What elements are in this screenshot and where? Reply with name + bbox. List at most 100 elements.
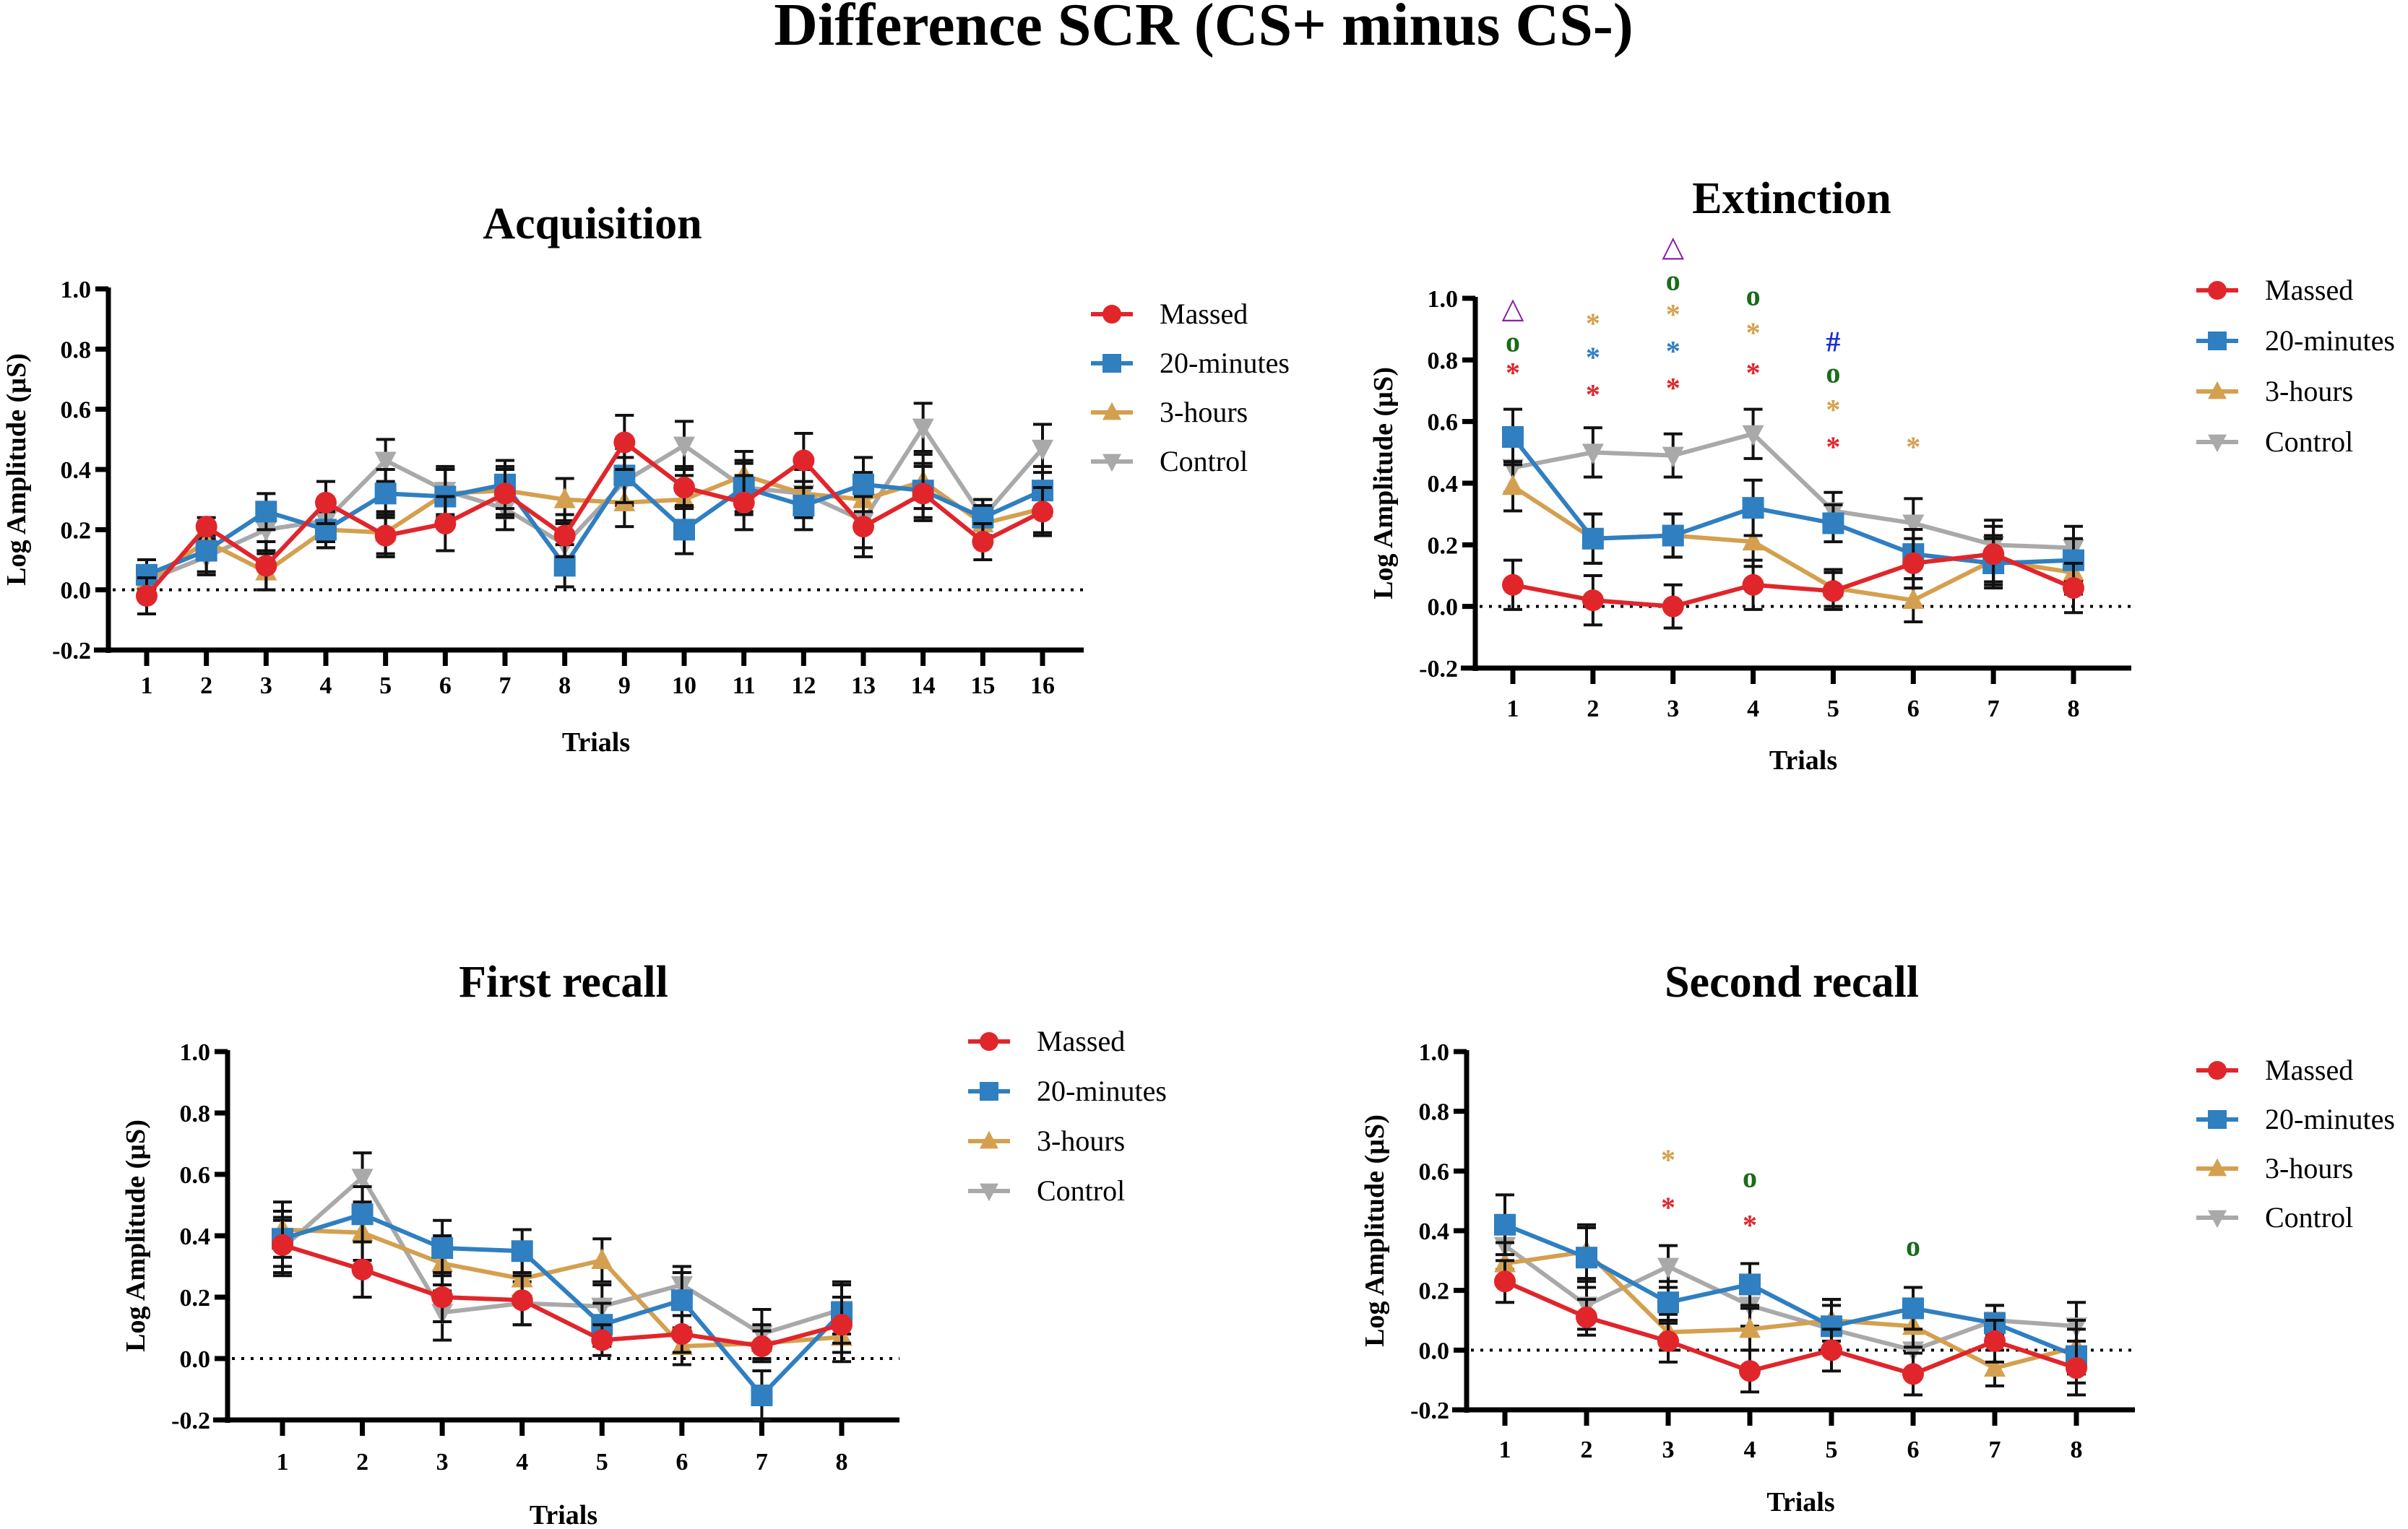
significance-marker: *	[1666, 298, 1680, 330]
data-point	[1657, 1291, 1679, 1314]
data-point	[255, 521, 277, 542]
data-point	[431, 1237, 454, 1259]
data-point	[751, 1385, 773, 1406]
data-point	[1822, 580, 1844, 602]
significance-marker: o	[1743, 1161, 1757, 1194]
data-point	[1742, 497, 1764, 519]
y-tick-label: 0.2	[1428, 532, 1459, 559]
y-tick-label: 0.4	[180, 1223, 211, 1250]
legend: Massed 20-minutes 3-hours Control	[968, 1025, 1167, 1207]
series-massed	[136, 414, 1053, 615]
data-point	[1982, 543, 2005, 566]
data-point	[1662, 595, 1684, 618]
x-tick-label: 13	[851, 672, 876, 699]
data-point	[1502, 573, 1524, 596]
legend-entry: 3-hours	[2196, 1152, 2353, 1184]
x-tick-label: 4	[1744, 1437, 1756, 1463]
x-tick-label: 6	[1907, 1437, 1920, 1463]
legend-label: 3-hours	[1160, 396, 1248, 428]
significance-marker: *	[1586, 307, 1600, 339]
data-point	[751, 1335, 773, 1357]
x-tick-label: 1	[141, 672, 153, 699]
series-control	[272, 1151, 853, 1360]
data-point	[374, 482, 397, 505]
y-axis-label: Log Amplitude (µS)	[1, 353, 32, 586]
legend-label: Control	[1160, 445, 1248, 477]
x-tick-label: 16	[1030, 672, 1055, 699]
legend-marker	[2208, 1210, 2227, 1229]
legend-label: Massed	[1160, 298, 1248, 330]
legend-marker	[2208, 1158, 2227, 1177]
significance-marker: *	[1746, 356, 1761, 389]
data-point	[972, 531, 994, 553]
x-tick-label: 1	[277, 1449, 289, 1476]
legend-marker	[980, 1183, 998, 1202]
significance-marker: *	[1661, 1191, 1675, 1223]
panel-extinction: Extinction -0.2 0.0 0.2 0.4 0.6 0.8 1.0 1 2 3 4 5 6 7 8…	[1368, 174, 2395, 776]
y-tick-label: 0.0	[1428, 594, 1459, 621]
y-tick-label: 0.0	[61, 578, 92, 605]
legend-label: Massed	[2265, 274, 2353, 306]
legend: Massed 20-minutes 3-hours Control	[2196, 274, 2395, 458]
x-tick-label: 4	[320, 672, 332, 699]
panel-title: Extinction	[1692, 174, 1891, 223]
significance-marker: △	[1502, 292, 1524, 324]
series-line	[144, 439, 1044, 597]
x-tick-label: 14	[911, 672, 936, 699]
legend-entry: 20-minutes	[2196, 1103, 2395, 1135]
y-tick-label: 1.0	[1428, 286, 1459, 313]
data-point	[1902, 1363, 1924, 1385]
series-massed	[1494, 1259, 2087, 1397]
data-point	[553, 524, 576, 547]
data-point	[793, 449, 815, 472]
x-tick-label: 3	[1667, 696, 1679, 722]
panels: Acquisition-0.20.00.20.40.60.81.01 2 3 4 5 6 7…	[1, 174, 2395, 1529]
legend-label: 20-minutes	[2265, 1103, 2395, 1135]
y-tick-label: -0.2	[1419, 656, 1458, 683]
data-point	[613, 431, 636, 454]
y-axis-label: Log Amplitude (µS)	[121, 1119, 151, 1352]
x-tick-label: 5	[379, 672, 392, 699]
x-tick-label: 4	[1747, 696, 1759, 722]
data-point	[431, 1286, 454, 1308]
data-point	[1902, 514, 1925, 535]
data-point	[374, 451, 397, 472]
data-point	[733, 491, 755, 514]
y-tick-label: 0.8	[1428, 347, 1459, 374]
significance-marker: o	[1666, 264, 1680, 296]
y-tick-label: 1.0	[1419, 1039, 1450, 1066]
series-line	[145, 473, 1043, 583]
legend-entry: 20-minutes	[2196, 324, 2395, 357]
data-point	[793, 495, 815, 516]
legend-entry: 3-hours	[2196, 375, 2353, 407]
y-tick-label: 0.2	[180, 1285, 211, 1312]
y-axis-label: Log Amplitude (µS)	[1360, 1114, 1390, 1347]
y-tick-label: 0.6	[1419, 1158, 1450, 1185]
legend-label: 3-hours	[2265, 1152, 2353, 1184]
y-tick-label: 0.8	[1419, 1099, 1450, 1126]
x-tick-label: 3	[436, 1449, 449, 1476]
y-tick-label: 0.8	[61, 337, 92, 363]
x-tick-label: 8	[2068, 696, 2080, 722]
data-point	[1581, 527, 1604, 550]
data-point	[1494, 1270, 1516, 1293]
data-point	[1502, 426, 1524, 448]
data-point	[673, 477, 695, 498]
y-tick-label: 0.4	[1428, 471, 1459, 498]
data-point	[1662, 524, 1684, 547]
data-point	[2066, 1357, 2087, 1379]
data-point	[434, 513, 457, 534]
data-point	[1742, 529, 1764, 551]
data-point	[315, 491, 337, 514]
data-point	[1821, 1339, 1842, 1361]
data-point	[351, 1203, 374, 1226]
legend-entry: 20-minutes	[968, 1075, 1167, 1107]
y-tick-label: -0.2	[171, 1408, 210, 1434]
data-point	[1494, 1213, 1516, 1236]
legend-label: 3-hours	[1037, 1125, 1125, 1157]
data-point	[1032, 501, 1053, 523]
x-tick-label: 7	[499, 672, 512, 699]
panel-first-recall: First recall -0.2 0.0 0.2 0.4 0.6 0.8 1.0 1 2 3 4 5 6…	[121, 958, 1167, 1529]
legend-entry: Control	[968, 1174, 1125, 1207]
